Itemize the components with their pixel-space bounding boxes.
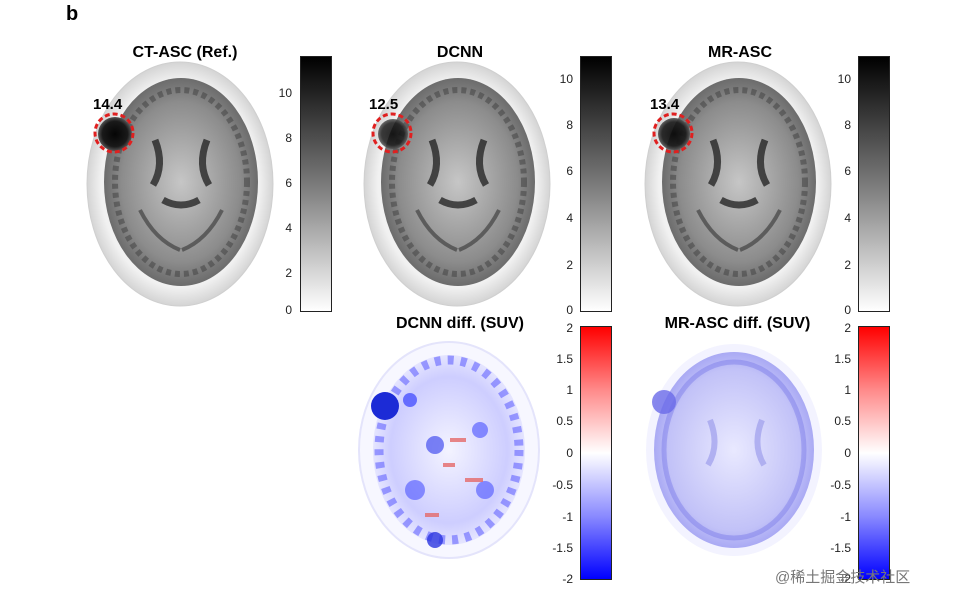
brain-image-ct-asc xyxy=(86,61,274,307)
tick-label: -2 xyxy=(562,572,573,586)
watermark-text: @稀土掘金技术社区 xyxy=(775,569,911,586)
tick-label: 10 xyxy=(837,72,851,86)
brain-image-dcnn xyxy=(363,61,551,307)
tick-label: 4 xyxy=(566,211,573,225)
colorbar-suv-mr-asc xyxy=(858,56,890,312)
tick-label: 6 xyxy=(566,164,573,178)
tick-label: 0 xyxy=(566,303,573,317)
colorbar-ticks-diff-mr-asc: 2 1.5 1 0.5 0 -0.5 -1 -1.5 -2 xyxy=(829,322,859,585)
tick-label: 6 xyxy=(844,164,851,178)
tick-label: 0 xyxy=(844,446,851,460)
diff-map-dcnn xyxy=(358,341,540,559)
brain-image-mr-asc xyxy=(644,61,832,307)
tick-label: 1 xyxy=(844,383,851,397)
highlight-circle-dcnn xyxy=(371,112,413,154)
tick-label: 1 xyxy=(566,383,573,397)
panel-title-dcnn: DCNN xyxy=(436,44,484,61)
tick-label: 0.5 xyxy=(834,414,851,428)
tick-label: 0 xyxy=(844,303,851,317)
panel-letter: b xyxy=(66,3,79,25)
tick-label: 8 xyxy=(844,118,851,132)
tick-label: 2 xyxy=(844,321,851,335)
panel-title-dcnn-diff: DCNN diff. (SUV) xyxy=(396,315,524,332)
panel-title-mr-asc-diff: MR-ASC diff. (SUV) xyxy=(664,315,811,332)
suv-max-label-mr-asc: 13.4 xyxy=(650,96,680,113)
colorbar-ticks-mr-asc: 10 8 6 4 2 0 xyxy=(829,56,859,316)
colorbar-suv-ct-asc xyxy=(300,56,332,312)
colorbar-ticks-dcnn: 10 8 6 4 2 0 xyxy=(551,56,581,316)
tick-label: 0 xyxy=(566,446,573,460)
colorbar-ticks-ct-asc: 10 8 6 4 2 0 xyxy=(270,56,300,316)
tick-label: 8 xyxy=(566,118,573,132)
tick-label: 2 xyxy=(844,258,851,272)
tick-label: -1.5 xyxy=(830,541,851,555)
tick-label: 8 xyxy=(285,131,292,145)
tick-label: -2 xyxy=(840,572,851,586)
colorbar-diff-dcnn xyxy=(580,326,612,580)
suv-max-label-ct-asc: 14.4 xyxy=(93,96,123,113)
tick-label: 4 xyxy=(844,211,851,225)
panel-title-ct-asc: CT-ASC (Ref.) xyxy=(132,44,238,61)
panel-title-mr-asc: MR-ASC xyxy=(708,44,772,61)
tick-label: -1.5 xyxy=(552,541,573,555)
highlight-circle-ct-asc xyxy=(93,112,135,154)
colorbar-diff-mr-asc xyxy=(858,326,890,580)
tick-label: -0.5 xyxy=(552,478,573,492)
tick-label: 6 xyxy=(285,176,292,190)
tick-label: 10 xyxy=(278,86,292,100)
tick-label: 2 xyxy=(285,266,292,280)
tick-label: 0 xyxy=(285,303,292,317)
tick-label: 10 xyxy=(559,72,573,86)
tick-label: 1.5 xyxy=(834,352,851,366)
tick-label: 2 xyxy=(566,258,573,272)
tick-label: -1 xyxy=(562,510,573,524)
diff-map-mr-asc xyxy=(646,344,822,556)
suv-max-label-dcnn: 12.5 xyxy=(369,96,399,113)
colorbar-ticks-diff-dcnn: 2 1.5 1 0.5 0 -0.5 -1 -1.5 -2 xyxy=(551,322,581,585)
highlight-circle-mr-asc xyxy=(652,112,694,154)
tick-label: 2 xyxy=(566,321,573,335)
tick-label: 0.5 xyxy=(556,414,573,428)
tick-label: 4 xyxy=(285,221,292,235)
tick-label: 1.5 xyxy=(556,352,573,366)
tick-label: -1 xyxy=(840,510,851,524)
tick-label: -0.5 xyxy=(830,478,851,492)
colorbar-suv-dcnn xyxy=(580,56,612,312)
